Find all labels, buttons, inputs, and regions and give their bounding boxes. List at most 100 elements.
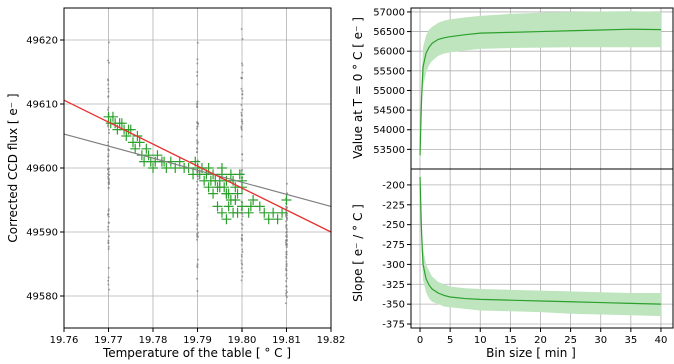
gray-dot (241, 77, 244, 80)
right-x-tick-label: 15 (504, 335, 517, 346)
right-top-band (420, 11, 661, 166)
gray-dot (195, 238, 198, 241)
gray-dot (107, 276, 110, 279)
gray-dot (195, 188, 198, 191)
left-panel: Corrected CCD flux [ e⁻ ] Temperature of… (6, 7, 345, 360)
gray-fit-line (63, 133, 332, 207)
gray-dot (241, 97, 244, 100)
confidence-band (420, 11, 661, 166)
left-x-tick-label: 19.80 (228, 335, 257, 346)
gray-dot (196, 41, 199, 44)
green-plus-marker (216, 207, 227, 218)
green-plus-marker (237, 201, 247, 212)
green-plus-marker (263, 214, 274, 225)
green-plus-marker (225, 195, 236, 205)
green-plus-marker (237, 182, 247, 193)
gray-dot (240, 27, 243, 30)
green-plus-marker (212, 201, 223, 212)
gray-dot (241, 215, 244, 218)
gray-dot (196, 233, 199, 236)
gray-dot (285, 218, 288, 221)
gray-dot (285, 228, 288, 231)
gray-dot (107, 248, 110, 251)
right-y-tick-label: -200 (382, 180, 405, 191)
gray-dot (107, 283, 110, 286)
gray-dot (196, 236, 199, 239)
gray-dot (107, 245, 110, 248)
right-y-tick-label: -250 (382, 220, 405, 231)
gray-dot (196, 198, 199, 201)
gray-dot (240, 120, 243, 123)
gray-dot (196, 175, 199, 178)
red-fit-line (63, 99, 332, 233)
gray-dot (107, 59, 110, 62)
gray-dot (241, 38, 244, 41)
gray-dot (106, 124, 109, 127)
gray-dot (240, 243, 243, 246)
gray-dot (107, 213, 110, 216)
right-bottom-panel: Slope [ e⁻ / ° C ] Bin size [ min ] -200… (351, 169, 673, 360)
gray-dot (241, 108, 244, 111)
gray-dot (196, 83, 199, 86)
gray-dot (107, 225, 110, 228)
gray-dot (196, 141, 199, 144)
right-x-tick-label: 20 (534, 335, 547, 346)
right-bottom-line (419, 176, 661, 305)
gray-dot (107, 208, 110, 211)
green-plus-marker (232, 188, 243, 199)
left-axes-frame (63, 7, 332, 329)
green-plus-marker (148, 163, 158, 173)
green-plus-marker (268, 207, 279, 218)
right-x-tick-label: 10 (474, 335, 487, 346)
green-plus-marker (221, 188, 232, 199)
right-y-tick-label: -300 (382, 260, 405, 271)
mean-line (419, 176, 661, 305)
right-top-ylabel: Value at T = 0 ° C [ e⁻ ] (351, 17, 365, 159)
gray-dot (240, 135, 243, 138)
green-plus-marker (225, 169, 236, 180)
gray-dot (240, 227, 243, 230)
green-plus-marker (234, 169, 245, 180)
gray-dot (108, 132, 111, 135)
gray-dot (241, 64, 244, 67)
gray-dot (196, 228, 199, 231)
green-plus-marker (259, 207, 270, 218)
gray-dot (196, 58, 199, 61)
gray-dot (196, 258, 199, 261)
gray-dot (196, 178, 199, 181)
gray-dot (107, 95, 110, 98)
right-bottom-ylabel: Slope [ e⁻ / ° C ] (351, 204, 365, 302)
gray-dot (196, 121, 199, 124)
gray-dot (196, 277, 199, 280)
gray-dot (195, 218, 198, 221)
left-y-tick-label: 49600 (26, 164, 58, 175)
right-top-ticks: 53500 54000 54500 55000 55500 56000 56500 57000 (373, 7, 411, 156)
gray-dot (107, 178, 110, 181)
gray-dot (285, 206, 288, 209)
right-y-tick-label: 54500 (373, 106, 405, 117)
gray-dot (240, 118, 243, 121)
gray-dot (285, 214, 288, 217)
left-x-tick-label: 19.78 (139, 335, 168, 346)
gray-dot (285, 253, 288, 256)
gray-dot (285, 182, 288, 185)
gray-dot (196, 184, 199, 187)
right-y-tick-label: 54000 (373, 125, 405, 136)
green-plus-marker (107, 111, 118, 122)
gray-dot (107, 87, 110, 90)
confidence-band (420, 170, 661, 317)
green-plus-marker (214, 182, 225, 193)
left-xlabel: Temperature of the table [ ° C ] (102, 346, 291, 360)
green-plus-marker (281, 195, 292, 205)
right-y-tick-label: -375 (382, 320, 405, 331)
green-plus-marker (277, 207, 288, 218)
gray-dot (196, 224, 199, 227)
gray-dot (107, 279, 110, 282)
left-gray-dots (106, 27, 289, 332)
green-plus-marker (245, 201, 256, 212)
green-plus-marker (143, 150, 154, 161)
gray-dot (241, 93, 244, 96)
gray-dot (241, 153, 244, 156)
gray-dot (285, 220, 288, 223)
